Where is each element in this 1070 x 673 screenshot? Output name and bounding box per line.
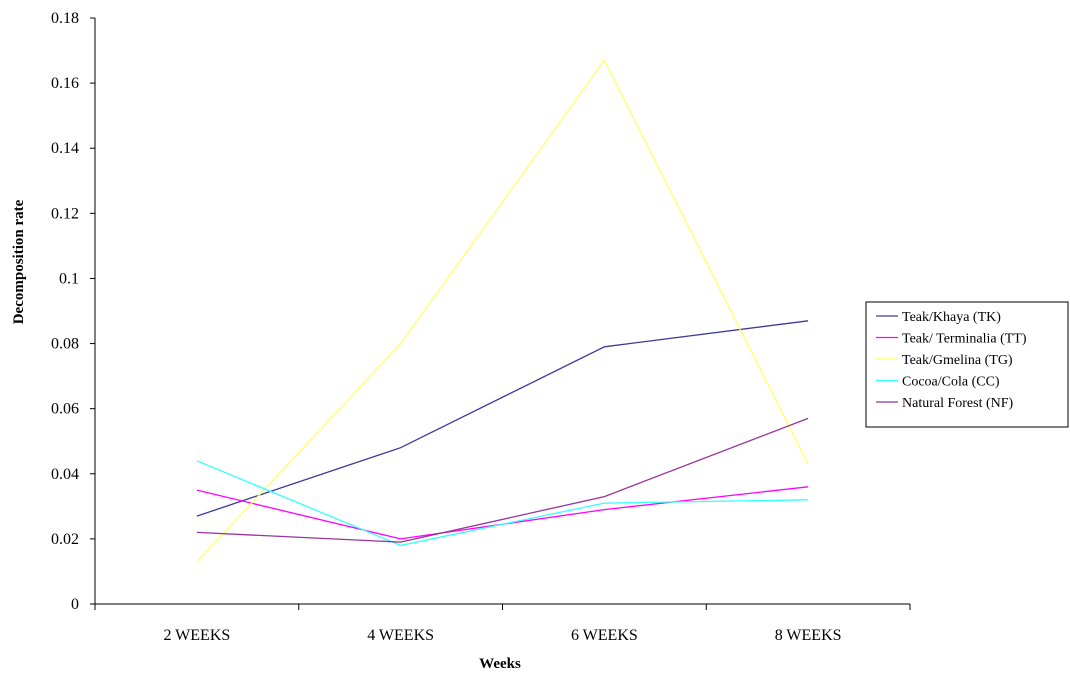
y-tick-label: 0.1	[59, 270, 79, 287]
x-tick-label: 8 WEEKS	[775, 627, 842, 644]
x-tick-label: 4 WEEKS	[367, 627, 434, 644]
series-line-3	[196, 460, 809, 547]
y-tick-label: 0.14	[51, 140, 79, 157]
y-axis-title: Decomposition rate	[11, 199, 27, 324]
y-ticks: 0 0.02 0.04 0.06 0.08 0.1 0.12 0.14 0.16 0.18	[51, 10, 95, 613]
x-ticks: 2 WEEKS 4 WEEKS 6 WEEKS 8 WEEKS	[94, 604, 911, 644]
series-line-1	[196, 486, 809, 540]
y-tick-label: 0.04	[51, 466, 79, 483]
series-line-0	[196, 320, 809, 517]
x-axis-title: Weeks	[479, 656, 521, 672]
legend-box	[865, 301, 1069, 428]
legend-label: Natural Forest (NF)	[902, 396, 1014, 411]
axes	[94, 18, 910, 605]
series-line-4	[196, 417, 809, 543]
y-tick-label: 0.02	[51, 531, 79, 548]
legend-label: Teak/Khaya (TK)	[902, 310, 1001, 325]
y-tick-label: 0.08	[51, 336, 79, 353]
legend-label: Teak/ Terminalia (TT)	[902, 332, 1027, 347]
legend-label: Cocoa/Cola (CC)	[902, 375, 1000, 390]
y-tick-label: 0.16	[51, 75, 79, 92]
y-tick-label: 0	[71, 596, 79, 613]
series-line-2	[196, 59, 809, 563]
x-tick-label: 6 WEEKS	[571, 627, 638, 644]
x-tick-label: 2 WEEKS	[163, 627, 230, 644]
y-tick-label: 0.12	[51, 205, 79, 222]
y-tick-label: 0.06	[51, 401, 79, 418]
legend: Teak/Khaya (TK) Teak/ Terminalia (TT) Teak…	[865, 301, 1069, 428]
series-lines	[196, 59, 809, 563]
y-tick-label: 0.18	[51, 10, 79, 27]
legend-label: Teak/Gmelina (TG)	[902, 353, 1013, 368]
